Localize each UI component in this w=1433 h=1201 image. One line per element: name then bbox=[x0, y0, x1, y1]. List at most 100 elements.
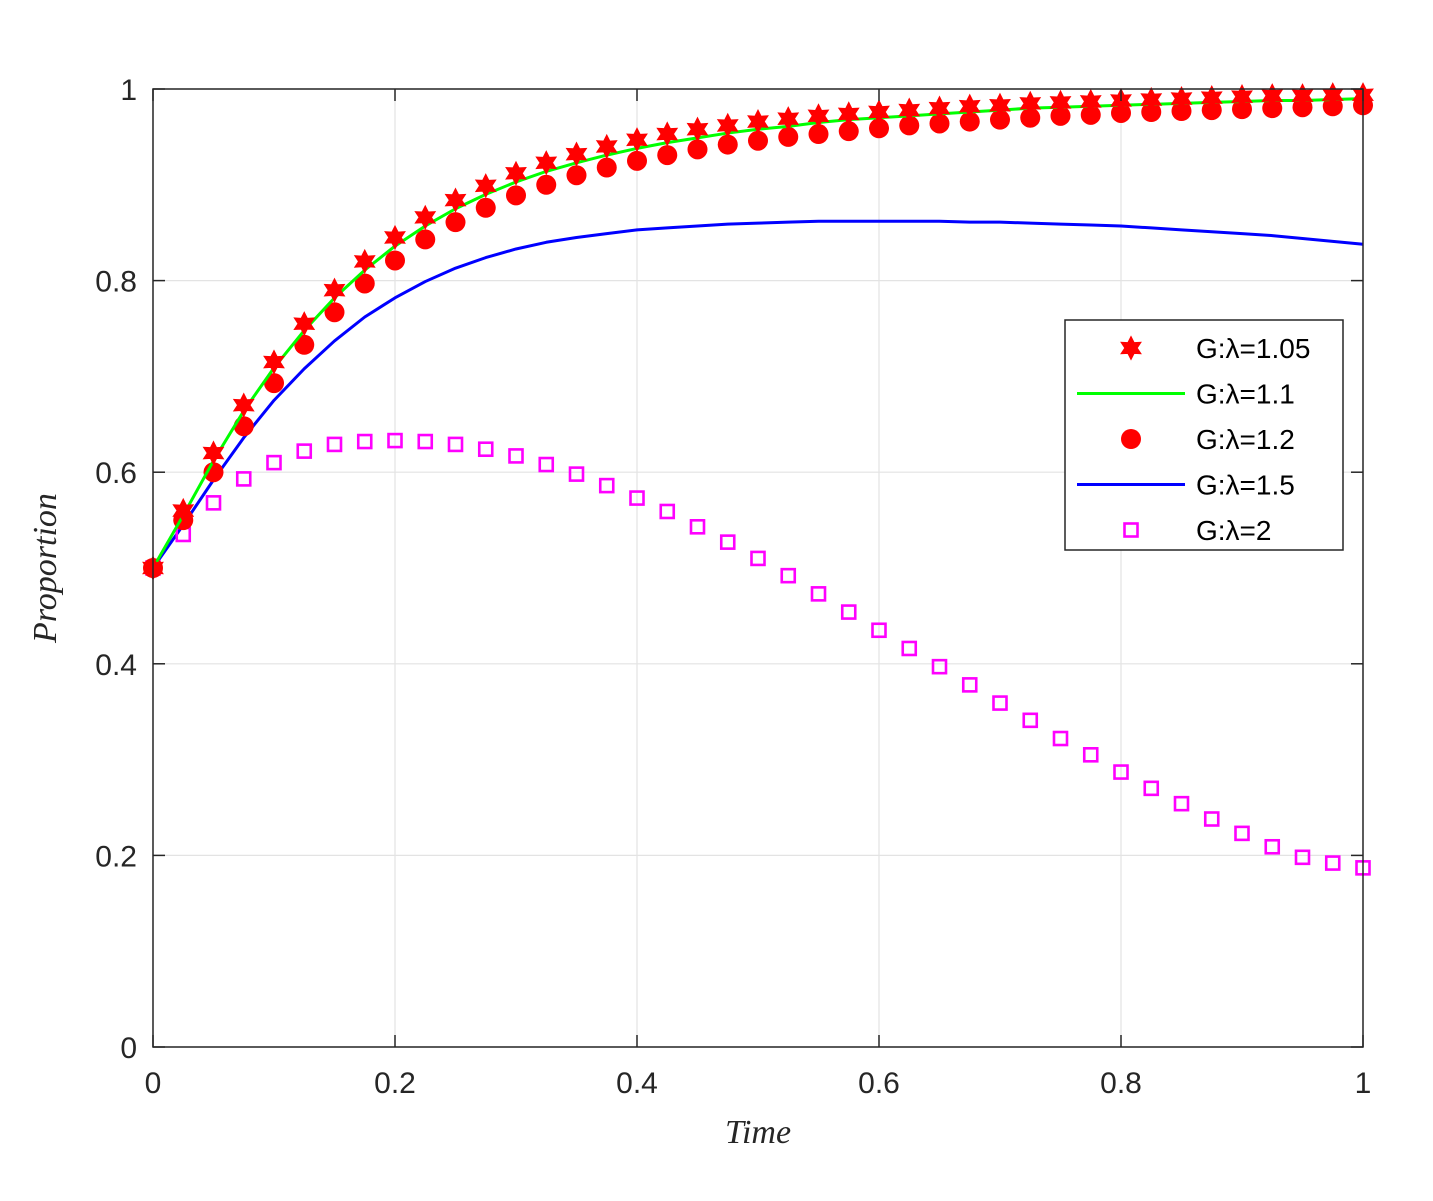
data-point bbox=[1049, 89, 1072, 116]
data-point bbox=[686, 116, 709, 142]
data-point bbox=[414, 204, 437, 230]
data-point bbox=[750, 550, 766, 567]
data-point bbox=[777, 106, 800, 132]
data-point bbox=[1113, 764, 1129, 780]
y-tick-label: 0.4 bbox=[95, 649, 137, 682]
data-point bbox=[508, 448, 524, 464]
data-point bbox=[232, 392, 255, 418]
data-point bbox=[384, 224, 406, 251]
data-point bbox=[656, 121, 679, 147]
data-point bbox=[629, 490, 645, 506]
legend-marker-swatch bbox=[1121, 429, 1141, 449]
data-point bbox=[263, 349, 285, 375]
data-point bbox=[989, 92, 1011, 118]
data-point bbox=[538, 456, 555, 473]
y-tick-label: 0.8 bbox=[95, 266, 137, 299]
data-point bbox=[205, 495, 222, 511]
data-point bbox=[596, 157, 617, 178]
data-point bbox=[959, 111, 980, 132]
data-point bbox=[293, 311, 316, 337]
legend-label: G:λ=2 bbox=[1196, 515, 1271, 546]
x-tick-label: 0.6 bbox=[858, 1067, 900, 1100]
series-3 bbox=[151, 219, 1364, 569]
data-point bbox=[324, 302, 345, 323]
data-point bbox=[294, 334, 315, 355]
data-point bbox=[778, 126, 799, 147]
data-point bbox=[659, 503, 676, 520]
data-point bbox=[1203, 811, 1220, 827]
data-point bbox=[869, 118, 889, 139]
data-point bbox=[1020, 107, 1041, 128]
data-point bbox=[387, 432, 403, 449]
data-point bbox=[1082, 747, 1099, 763]
legend-item: G:λ=1.1 bbox=[1077, 379, 1295, 410]
ticks bbox=[152, 88, 1364, 1048]
data-point bbox=[535, 150, 558, 176]
data-point bbox=[475, 197, 496, 218]
data-point bbox=[264, 373, 284, 394]
data-point bbox=[1234, 825, 1250, 842]
data-point bbox=[1022, 712, 1039, 729]
data-point bbox=[415, 229, 436, 250]
x-tick-label: 0.8 bbox=[1100, 1067, 1142, 1100]
data-point bbox=[626, 127, 648, 153]
data-point bbox=[1294, 849, 1311, 866]
data-point bbox=[506, 185, 526, 206]
legend-label: G:λ=1.05 bbox=[1196, 333, 1310, 364]
data-point bbox=[447, 436, 464, 453]
data-point bbox=[1200, 85, 1223, 111]
y-tick-label: 1 bbox=[120, 74, 137, 107]
data-point bbox=[871, 622, 887, 639]
axes-box bbox=[152, 88, 1364, 1048]
x-axis-label: Time bbox=[725, 1114, 791, 1151]
data-point bbox=[990, 109, 1010, 130]
data-point bbox=[899, 115, 920, 136]
data-point bbox=[1019, 90, 1042, 116]
data-point bbox=[266, 454, 282, 471]
data-point bbox=[235, 471, 252, 487]
legend-marker-swatch bbox=[1120, 335, 1142, 361]
legend-marker-swatch bbox=[1123, 522, 1139, 538]
y-tick-label: 0.2 bbox=[95, 840, 137, 873]
legend-item: G:λ=1.5 bbox=[1077, 470, 1295, 501]
data-point bbox=[931, 658, 948, 675]
data-point bbox=[568, 466, 585, 482]
data-point bbox=[1079, 88, 1102, 115]
data-point bbox=[961, 677, 978, 693]
data-point bbox=[1324, 855, 1341, 871]
y-tick-label: 0.6 bbox=[95, 457, 137, 490]
data-point bbox=[807, 103, 830, 129]
data-point bbox=[958, 93, 981, 119]
data-point bbox=[1050, 105, 1071, 126]
data-point bbox=[780, 567, 797, 584]
data-point bbox=[627, 150, 647, 171]
y-tick-label: 0 bbox=[120, 1032, 137, 1065]
data-point bbox=[748, 130, 768, 151]
legend-item: G:λ=1.05 bbox=[1120, 333, 1310, 364]
data-point bbox=[687, 139, 708, 160]
data-point bbox=[505, 160, 527, 186]
data-point bbox=[445, 212, 466, 233]
data-point bbox=[1140, 86, 1163, 113]
data-point bbox=[929, 113, 950, 134]
data-point bbox=[356, 433, 373, 450]
data-point bbox=[717, 134, 738, 155]
data-point bbox=[1052, 730, 1069, 747]
data-point bbox=[565, 141, 588, 167]
x-tick-label: 0 bbox=[145, 1067, 162, 1100]
tick-labels: 0 0.2 0.4 0.6 0.8 1 0 0.2 0.4 0.6 0.8 1 bbox=[95, 74, 1371, 1100]
data-point bbox=[296, 443, 313, 459]
x-tick-label: 0.2 bbox=[374, 1067, 416, 1100]
legend-item: G:λ=1.2 bbox=[1121, 424, 1295, 455]
legend-box bbox=[1064, 319, 1344, 551]
x-tick-label: 0.4 bbox=[616, 1067, 658, 1100]
y-axis-label: Proportion bbox=[27, 493, 64, 644]
data-point bbox=[837, 101, 860, 127]
data-point bbox=[326, 436, 343, 453]
legend-label: G:λ=1.2 bbox=[1196, 424, 1295, 455]
series-line bbox=[151, 219, 1364, 569]
data-point bbox=[747, 108, 769, 135]
data-point bbox=[385, 250, 405, 271]
data-point bbox=[1231, 84, 1253, 110]
